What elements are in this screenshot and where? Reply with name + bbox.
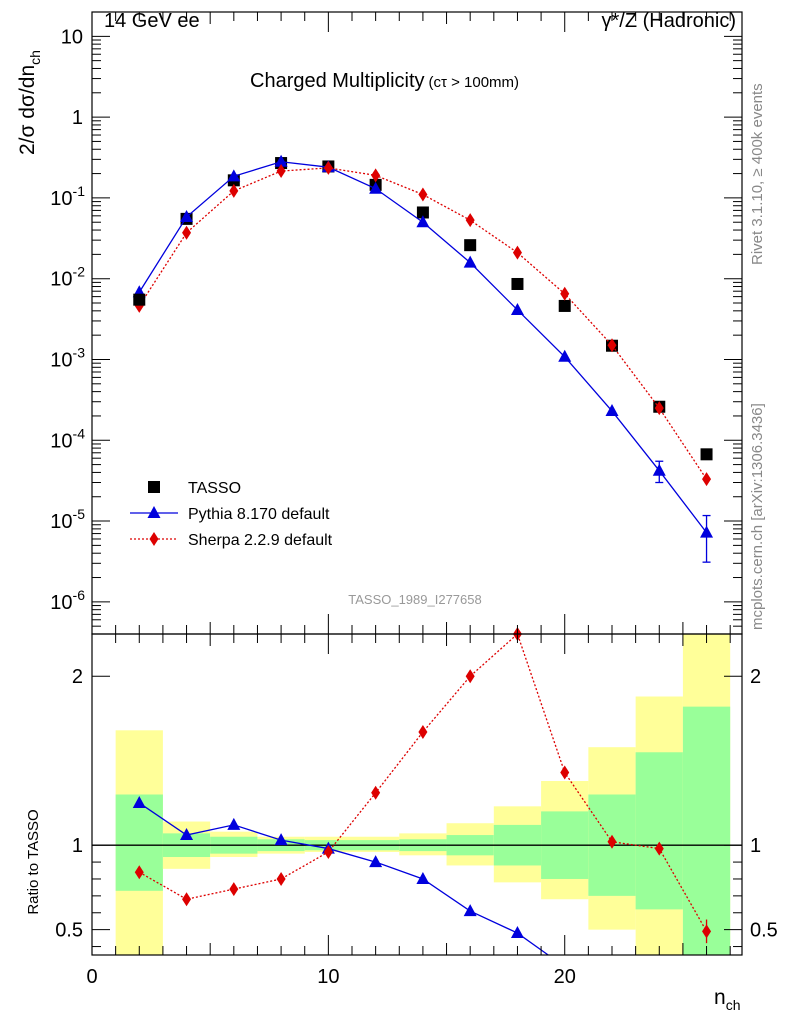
ratio-point-triangle [510,926,524,939]
legend: TASSO Pythia 8.170 default Sherpa 2.2.9 de… [130,480,333,549]
data-point-triangle [274,154,288,167]
data-point-diamond [418,187,428,202]
data-point-diamond [323,160,333,175]
ratio-point-triangle [274,833,288,846]
ratio-y-tick-label-right: 0.5 [750,920,778,942]
data-point-diamond [654,401,664,416]
ratio-point-diamond [702,924,712,939]
legend-marker-square [148,481,160,493]
y-tick-label: 10-3 [50,344,85,371]
header-left-label: 14 GeV ee [104,10,200,32]
data-point-diamond [465,213,475,228]
ratio-y-tick-label-right: 1 [750,835,761,857]
inner-uncertainty-band [682,706,731,955]
y-tick-label: 10-1 [50,183,85,210]
data-point-triangle [700,525,714,538]
ratio-point-diamond [134,865,144,880]
data-point-triangle [180,210,194,223]
data-point-triangle [605,404,619,417]
data-point-diamond [371,168,381,183]
data-point-triangle [416,215,430,228]
ratio-point-triangle [463,904,477,917]
data-point-triangle [510,302,524,315]
ratio-point-diamond [465,669,475,684]
chart-title: Charged Multiplicity (cτ > 100mm) [250,70,519,92]
data-point-diamond [182,225,192,240]
data-point-triangle [558,349,572,362]
y-tick-label: 10-6 [50,587,85,614]
data-point-square [464,239,477,252]
top-y-axis-label: 2/σ dσ/dnch [16,50,43,155]
x-tick-label: 10 [317,966,339,988]
ratio-point-diamond [654,841,664,856]
ratio-point-triangle [416,871,430,884]
data-point-diamond [276,164,286,179]
data-point-square [511,277,524,290]
ratio-panel-frame [91,633,743,956]
data-point-diamond [229,183,239,198]
x-tick-label: 20 [554,966,576,988]
data-point-square [133,293,146,306]
inner-uncertainty-band [635,752,683,910]
data-point-triangle [369,181,383,194]
y-tick-label: 10-4 [50,425,85,452]
data-point-square [558,299,571,312]
ratio-point-diamond [276,871,286,886]
header-right-label: γ*/Z (Hadronic) [602,10,736,32]
legend-label: TASSO [188,480,241,497]
legend-marker-triangle [147,506,161,518]
ratio-point-triangle [180,828,194,841]
data-point-triangle [227,169,241,182]
data-point-square [416,206,429,219]
legend-label: Pythia 8.170 default [188,506,330,523]
ratio-point-triangle [227,817,241,830]
ratio-y-tick-label: 2 [72,666,83,688]
y-tick-label: 1 [72,107,83,129]
y-tick-label: 10 [61,26,83,48]
ratio-point-diamond [323,844,333,859]
data-point-triangle [463,255,477,268]
legend-marker-diamond [149,532,159,546]
ratio-point-diamond [607,834,617,849]
ratio-y-tick-label: 1 [72,835,83,857]
ratio-line-0 [138,802,549,956]
ratio-y-axis-label: Ratio to TASSO [25,809,42,914]
ratio-point-triangle [369,855,383,868]
analysis-watermark: TASSO_1989_I277658 [348,592,481,607]
ratio-point-triangle [132,795,146,808]
ratio-point-diamond [182,892,192,907]
legend-label: Sherpa 2.2.9 default [188,532,333,549]
data-point-square [700,448,713,461]
y-tick-label: 10-2 [50,264,85,291]
ratio-y-tick-label-right: 2 [750,666,761,688]
data-point-diamond [607,338,617,353]
y-tick-label: 10-5 [50,506,85,533]
ratio-point-diamond [418,724,428,739]
ratio-y-tick-label: 0.5 [55,920,83,942]
x-tick-label: 0 [86,966,97,988]
data-point-diamond [512,245,522,260]
data-point-diamond [702,472,712,487]
ratio-point-diamond [229,882,239,897]
data-point-diamond [560,286,570,301]
ratio-point-diamond [371,785,381,800]
rivet-version-label: Rivet 3.1.10, ≥ 400k events [749,83,766,265]
data-point-triangle [652,463,666,476]
mcplots-source-label: mcplots.cern.ch [arXiv:1306.3436] [749,403,766,630]
x-axis-label: nch [714,986,740,1013]
ratio-point-diamond [560,765,570,780]
